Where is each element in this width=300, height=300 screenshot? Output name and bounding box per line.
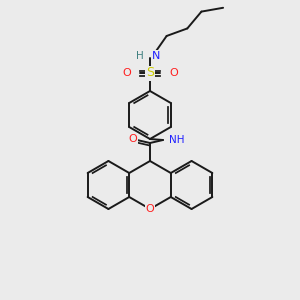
Text: NH: NH bbox=[169, 135, 184, 145]
Text: O: O bbox=[146, 204, 154, 214]
Text: N: N bbox=[152, 51, 160, 61]
Text: O: O bbox=[129, 134, 137, 144]
Text: H: H bbox=[136, 51, 144, 61]
Text: O: O bbox=[122, 68, 131, 78]
Text: O: O bbox=[169, 68, 178, 78]
Text: S: S bbox=[146, 67, 154, 80]
